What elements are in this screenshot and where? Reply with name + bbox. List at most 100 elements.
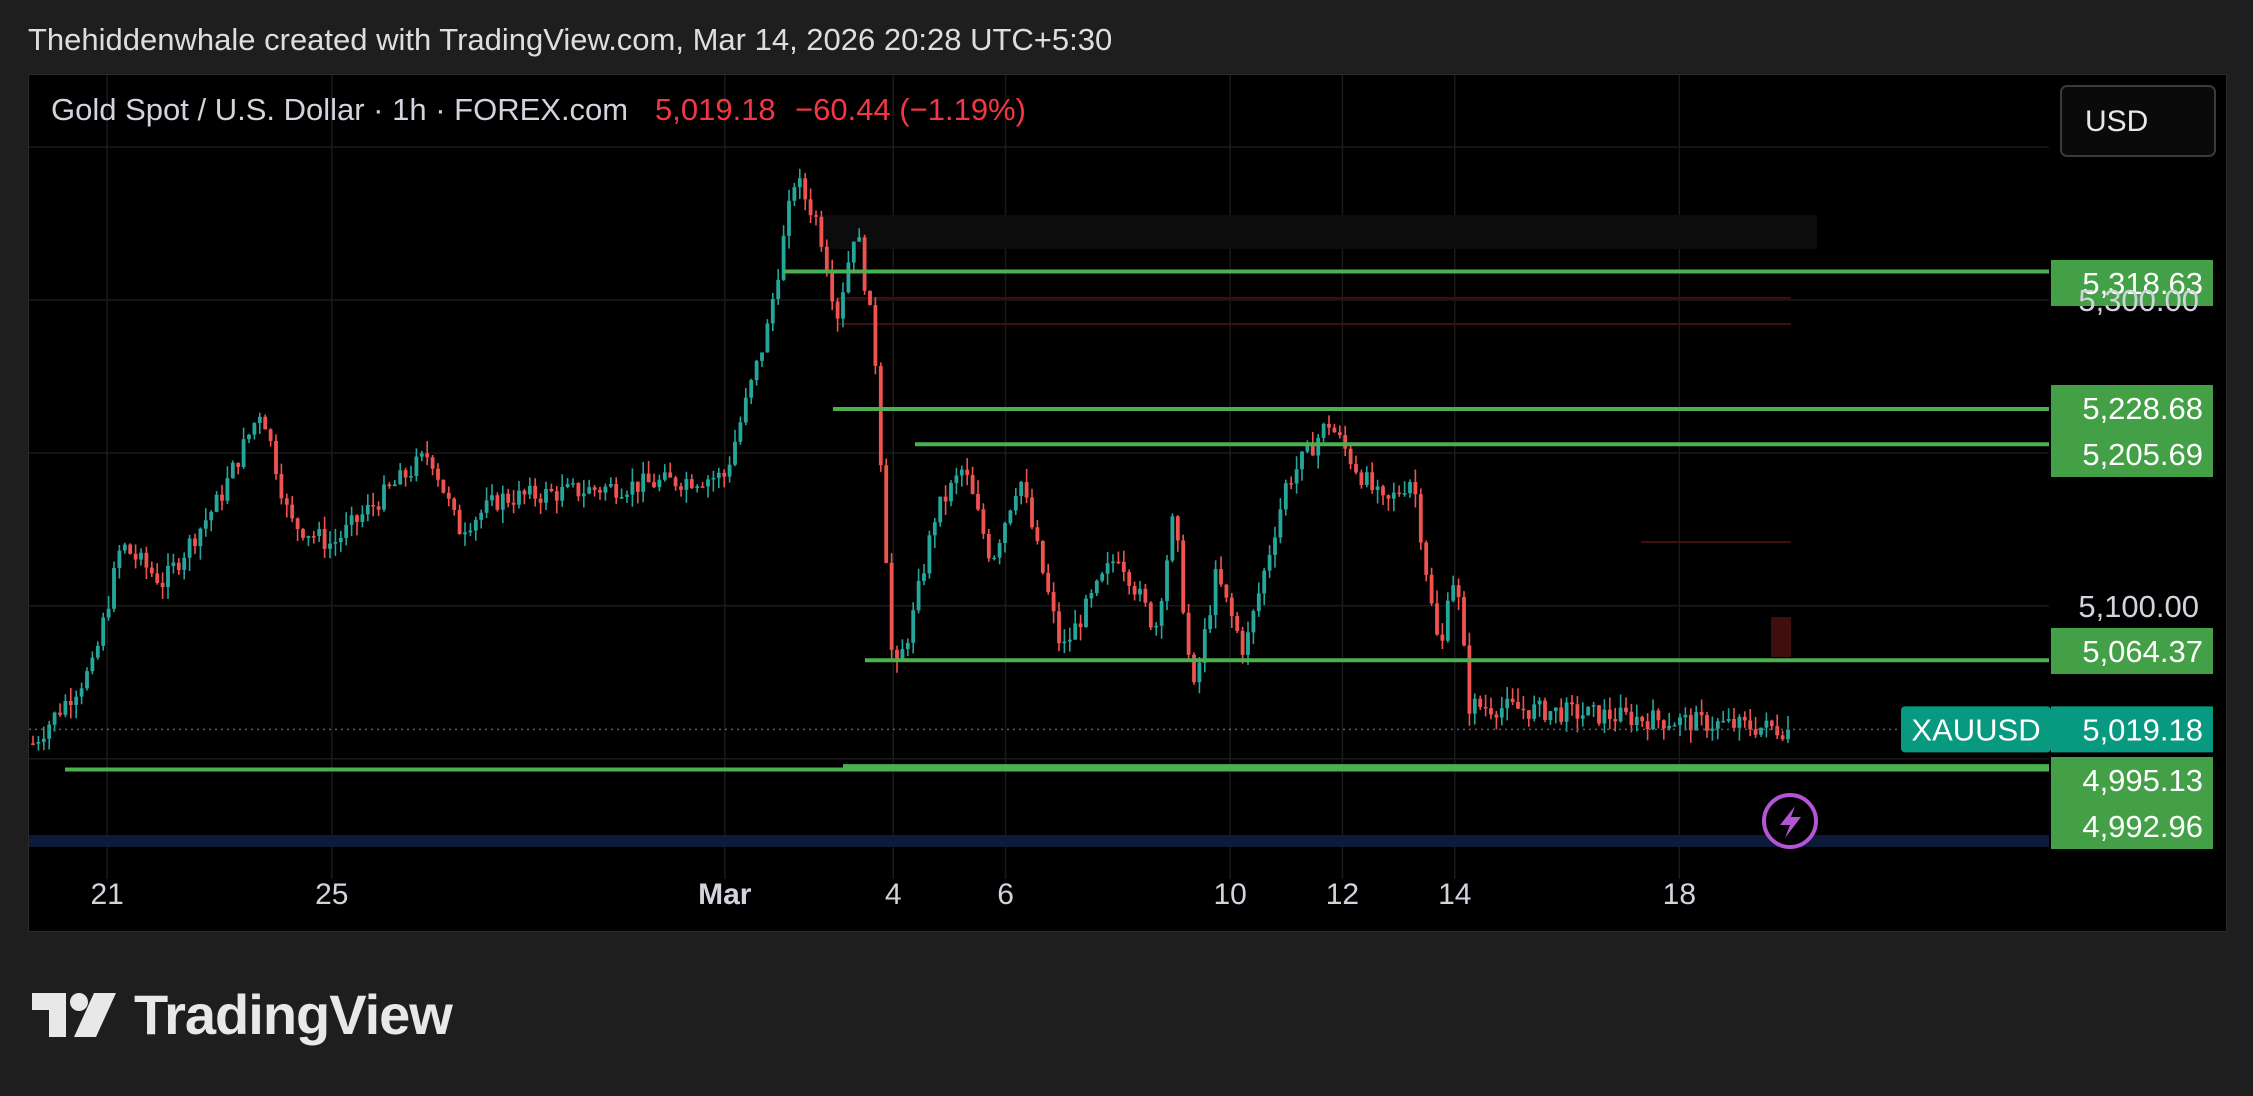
candle	[932, 518, 937, 549]
candle-series	[31, 168, 1790, 751]
candle	[1084, 594, 1088, 628]
candle	[851, 241, 856, 273]
candle	[225, 466, 230, 504]
chart-panel[interactable]: 5,318.63 5,228.68 5,205.69 5,064.37 4,995.13…	[28, 74, 2227, 932]
candle	[1143, 583, 1148, 607]
order-block	[1771, 617, 1791, 657]
candle	[95, 641, 100, 660]
candle	[68, 688, 73, 719]
candle	[1478, 695, 1483, 711]
candle	[198, 527, 203, 560]
candle	[176, 558, 181, 575]
candle	[333, 528, 338, 556]
candle	[144, 546, 149, 580]
candle	[884, 458, 889, 564]
candle	[187, 534, 192, 571]
candle	[1111, 554, 1115, 573]
candle	[155, 563, 160, 585]
chart-caption: Thehiddenwhale created with TradingView.…	[28, 22, 1113, 57]
candle	[1645, 713, 1650, 741]
candle	[1067, 627, 1072, 652]
candle	[290, 495, 295, 523]
candle	[625, 490, 629, 503]
legend-last-price: 5,019.18	[655, 92, 776, 127]
candle	[263, 414, 268, 430]
candle	[1775, 714, 1780, 740]
candle	[841, 282, 845, 328]
candle	[1494, 711, 1499, 730]
candle	[479, 509, 484, 529]
candle	[673, 475, 678, 491]
candle	[1742, 711, 1747, 728]
candle	[1003, 521, 1007, 553]
candle	[581, 480, 586, 508]
last-price-symbol: XAUUSD	[1911, 712, 2040, 747]
candle	[576, 482, 581, 502]
currency-button[interactable]: USD	[2060, 85, 2216, 157]
candle	[414, 448, 419, 482]
candle	[1359, 469, 1364, 489]
x-tick-label: 21	[90, 878, 123, 911]
candle	[1213, 560, 1218, 629]
candle	[1035, 520, 1040, 545]
candle	[1375, 479, 1380, 504]
candle	[1148, 601, 1153, 630]
candle	[1678, 713, 1682, 737]
candle	[209, 510, 214, 532]
candle	[436, 463, 440, 487]
candle	[911, 602, 916, 654]
candle	[490, 484, 494, 507]
candle	[511, 490, 516, 514]
candle	[916, 568, 921, 614]
candle	[1381, 484, 1385, 506]
candle	[635, 481, 640, 504]
candle	[1683, 707, 1688, 731]
candle	[1451, 575, 1456, 603]
candle	[1559, 698, 1564, 725]
candle	[830, 259, 835, 311]
candle	[1521, 695, 1526, 720]
candle	[1699, 699, 1704, 726]
candle	[1462, 591, 1466, 647]
candle	[182, 552, 187, 580]
lightning-alert-icon[interactable]	[1762, 793, 1818, 849]
candle	[52, 711, 57, 732]
candle	[1154, 622, 1159, 636]
candle	[1175, 515, 1180, 552]
candle	[387, 482, 392, 489]
candle	[74, 690, 79, 719]
candle	[603, 483, 608, 501]
candle	[938, 496, 943, 527]
candle	[878, 362, 883, 472]
candle	[517, 480, 521, 509]
candle	[1780, 730, 1785, 742]
price-chart[interactable]: 5,318.63 5,228.68 5,205.69 5,064.37 4,995.13…	[29, 75, 2226, 931]
candle	[1121, 550, 1126, 582]
candle	[1602, 699, 1607, 734]
candle	[857, 228, 862, 242]
candle	[1251, 609, 1256, 645]
candle	[900, 639, 905, 661]
candle	[47, 720, 52, 750]
candle	[317, 521, 322, 542]
candle	[587, 479, 592, 495]
candle	[1661, 719, 1666, 740]
level-price-badge: 5,228.68	[2051, 385, 2213, 431]
candle	[533, 478, 538, 507]
candle	[279, 463, 284, 505]
candle	[284, 493, 289, 518]
candle	[943, 485, 948, 515]
candle	[306, 535, 311, 547]
candle	[662, 464, 667, 482]
candle	[236, 462, 241, 475]
candle	[1769, 719, 1774, 730]
candle	[1694, 705, 1699, 731]
candle	[1343, 425, 1348, 457]
candle	[608, 477, 613, 488]
candle	[311, 530, 316, 544]
candle	[1586, 706, 1591, 716]
candle	[452, 497, 457, 516]
candle	[392, 480, 397, 487]
candle	[1402, 481, 1407, 497]
candle	[430, 455, 435, 476]
